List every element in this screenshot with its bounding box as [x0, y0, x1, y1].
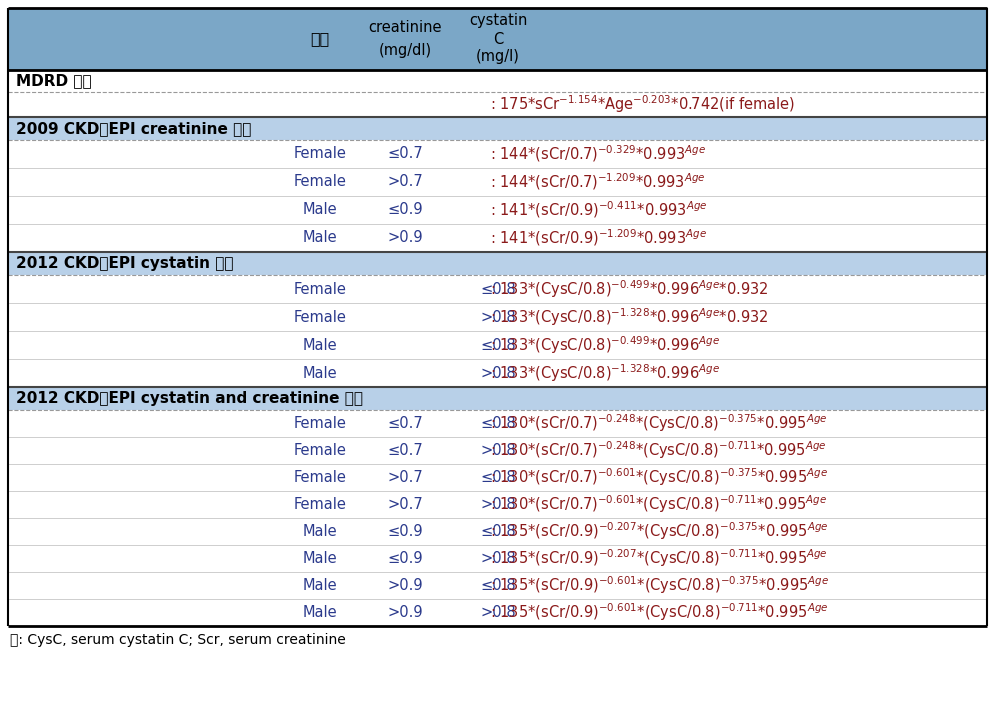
Text: Male: Male — [302, 337, 337, 353]
Text: ≤0.9: ≤0.9 — [387, 203, 422, 217]
Text: : 130*(sCr/0.7)$^{-0.248}$*(CysC/0.8)$^{-0.375}$*0.995$^{Age}$: : 130*(sCr/0.7)$^{-0.248}$*(CysC/0.8)$^{… — [489, 413, 827, 434]
Bar — [8, 331, 986, 359]
Text: (mg/l): (mg/l) — [475, 49, 520, 65]
Text: Female: Female — [293, 281, 346, 297]
Text: ≤0.9: ≤0.9 — [387, 524, 422, 539]
Text: Male: Male — [302, 605, 337, 620]
Bar — [8, 572, 986, 599]
Bar — [8, 117, 986, 140]
Text: cystatin: cystatin — [468, 14, 527, 28]
Text: ≤0.8: ≤0.8 — [480, 578, 515, 593]
Text: : 135*(sCr/0.9)$^{-0.207}$*(CysC/0.8)$^{-0.711}$*0.995$^{Age}$: : 135*(sCr/0.9)$^{-0.207}$*(CysC/0.8)$^{… — [489, 547, 827, 569]
Text: : 135*(sCr/0.9)$^{-0.207}$*(CysC/0.8)$^{-0.375}$*0.995$^{Age}$: : 135*(sCr/0.9)$^{-0.207}$*(CysC/0.8)$^{… — [489, 521, 828, 542]
Text: Male: Male — [302, 578, 337, 593]
Text: ≤0.9: ≤0.9 — [387, 551, 422, 566]
Text: Female: Female — [293, 174, 346, 190]
Text: ≤0.7: ≤0.7 — [387, 443, 422, 458]
Text: Female: Female — [293, 416, 346, 431]
Text: : 144*(sCr/0.7)$^{-0.329}$*0.993$^{Age}$: : 144*(sCr/0.7)$^{-0.329}$*0.993$^{Age}$ — [489, 144, 706, 164]
Bar — [8, 140, 986, 168]
Bar — [8, 252, 986, 275]
Text: : 144*(sCr/0.7)$^{-1.209}$*0.993$^{Age}$: : 144*(sCr/0.7)$^{-1.209}$*0.993$^{Age}$ — [489, 172, 705, 193]
Text: creatinine: creatinine — [368, 20, 441, 34]
Text: MDRD 공식: MDRD 공식 — [16, 73, 91, 89]
Text: Female: Female — [293, 470, 346, 485]
Text: >0.9: >0.9 — [387, 605, 422, 620]
Text: ≤0.8: ≤0.8 — [480, 416, 515, 431]
Bar — [8, 70, 986, 92]
Text: ≤0.8: ≤0.8 — [480, 337, 515, 353]
Bar — [8, 168, 986, 196]
Text: Male: Male — [302, 524, 337, 539]
Text: : 133*(CysC/0.8)$^{-1.328}$*0.996$^{Age}$*0.932: : 133*(CysC/0.8)$^{-1.328}$*0.996$^{Age}… — [489, 306, 767, 328]
Bar — [8, 224, 986, 252]
Text: Male: Male — [302, 366, 337, 380]
Bar — [8, 599, 986, 626]
Text: : 141*(sCr/0.9)$^{-1.209}$*0.993$^{Age}$: : 141*(sCr/0.9)$^{-1.209}$*0.993$^{Age}$ — [489, 228, 706, 249]
Text: (mg/dl): (mg/dl) — [378, 44, 431, 58]
Text: : 133*(CysC/0.8)$^{-1.328}$*0.996$^{Age}$: : 133*(CysC/0.8)$^{-1.328}$*0.996$^{Age}… — [489, 362, 720, 384]
Text: 2012 CKD－EPI cystatin and creatinine 공식: 2012 CKD－EPI cystatin and creatinine 공식 — [16, 391, 363, 406]
Bar — [8, 275, 986, 303]
Text: ≤0.8: ≤0.8 — [480, 524, 515, 539]
Bar — [8, 359, 986, 387]
Bar — [8, 437, 986, 464]
Text: >0.8: >0.8 — [480, 551, 515, 566]
Text: Male: Male — [302, 203, 337, 217]
Bar — [8, 545, 986, 572]
Text: Male: Male — [302, 551, 337, 566]
Text: >0.7: >0.7 — [387, 174, 422, 190]
Text: 2009 CKD－EPI creatinine 공식: 2009 CKD－EPI creatinine 공식 — [16, 121, 251, 136]
Text: : 141*(sCr/0.9)$^{-0.411}$*0.993$^{Age}$: : 141*(sCr/0.9)$^{-0.411}$*0.993$^{Age}$ — [489, 200, 707, 220]
Text: >0.8: >0.8 — [480, 366, 515, 380]
Text: >0.8: >0.8 — [480, 497, 515, 512]
Text: : 130*(sCr/0.7)$^{-0.601}$*(CysC/0.8)$^{-0.375}$*0.995$^{Age}$: : 130*(sCr/0.7)$^{-0.601}$*(CysC/0.8)$^{… — [489, 467, 827, 489]
Text: 성별: 성별 — [310, 31, 329, 47]
Bar — [8, 491, 986, 518]
Text: >0.7: >0.7 — [387, 470, 422, 485]
Text: 2012 CKD－EPI cystatin 공식: 2012 CKD－EPI cystatin 공식 — [16, 256, 234, 271]
Text: : 135*(sCr/0.9)$^{-0.601}$*(CysC/0.8)$^{-0.375}$*0.995$^{Age}$: : 135*(sCr/0.9)$^{-0.601}$*(CysC/0.8)$^{… — [489, 574, 828, 596]
Text: ≤0.8: ≤0.8 — [480, 281, 515, 297]
Text: ≤0.7: ≤0.7 — [387, 416, 422, 431]
Text: >0.8: >0.8 — [480, 443, 515, 458]
Text: : 130*(sCr/0.7)$^{-0.248}$*(CysC/0.8)$^{-0.711}$*0.995$^{Age}$: : 130*(sCr/0.7)$^{-0.248}$*(CysC/0.8)$^{… — [489, 440, 826, 462]
Text: >0.7: >0.7 — [387, 497, 422, 512]
Text: ≤0.8: ≤0.8 — [480, 470, 515, 485]
Bar — [8, 303, 986, 331]
Text: : 175*sCr$^{-1.154}$*Age$^{-0.203}$*0.742(if female): : 175*sCr$^{-1.154}$*Age$^{-0.203}$*0.74… — [489, 94, 794, 116]
Text: : 130*(sCr/0.7)$^{-0.601}$*(CysC/0.8)$^{-0.711}$*0.995$^{Age}$: : 130*(sCr/0.7)$^{-0.601}$*(CysC/0.8)$^{… — [489, 494, 826, 515]
Text: >0.8: >0.8 — [480, 605, 515, 620]
Text: Male: Male — [302, 230, 337, 246]
Bar — [8, 196, 986, 224]
Text: 주: CysC, serum cystatin C; Scr, serum creatinine: 주: CysC, serum cystatin C; Scr, serum cr… — [10, 633, 345, 647]
Text: ≤0.7: ≤0.7 — [387, 147, 422, 161]
Text: Female: Female — [293, 310, 346, 324]
Bar — [8, 464, 986, 491]
Text: Female: Female — [293, 443, 346, 458]
Text: >0.8: >0.8 — [480, 310, 515, 324]
Text: Female: Female — [293, 497, 346, 512]
Text: : 133*(CysC/0.8)$^{-0.499}$*0.996$^{Age}$: : 133*(CysC/0.8)$^{-0.499}$*0.996$^{Age}… — [489, 334, 720, 356]
Bar — [8, 387, 986, 410]
Text: C: C — [492, 31, 503, 47]
Text: >0.9: >0.9 — [387, 230, 422, 246]
Bar — [8, 410, 986, 437]
Text: >0.9: >0.9 — [387, 578, 422, 593]
Text: Female: Female — [293, 147, 346, 161]
Text: : 135*(sCr/0.9)$^{-0.601}$*(CysC/0.8)$^{-0.711}$*0.995$^{Age}$: : 135*(sCr/0.9)$^{-0.601}$*(CysC/0.8)$^{… — [489, 602, 828, 623]
Bar — [8, 8, 986, 70]
Bar — [8, 518, 986, 545]
Text: : 133*(CysC/0.8)$^{-0.499}$*0.996$^{Age}$*0.932: : 133*(CysC/0.8)$^{-0.499}$*0.996$^{Age}… — [489, 278, 767, 300]
Bar — [8, 92, 986, 117]
